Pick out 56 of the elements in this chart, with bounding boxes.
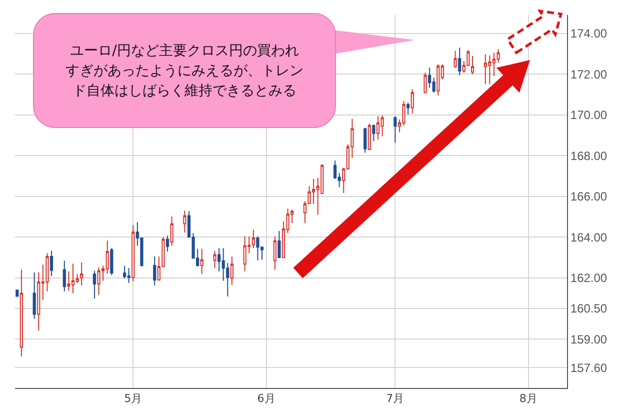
y-tick-label: 166.00	[570, 190, 608, 204]
candlestick	[256, 236, 260, 261]
candlestick	[484, 54, 487, 85]
candlestick	[183, 210, 186, 233]
x-tick-label: 6月	[257, 392, 276, 406]
y-tick-label: 168.00	[570, 148, 608, 163]
candlestick	[243, 236, 246, 272]
candlestick	[153, 256, 156, 286]
candlestick	[127, 268, 130, 284]
candlestick	[273, 236, 276, 270]
candlestick	[71, 263, 75, 294]
candlestick	[372, 124, 376, 142]
candlestick	[368, 123, 371, 151]
candlestick	[364, 127, 367, 154]
candlestick	[92, 270, 96, 300]
candlestick	[406, 102, 410, 115]
candlestick	[97, 266, 100, 296]
y-tick-label: 157.60	[570, 360, 608, 375]
candlestick	[424, 72, 427, 94]
candlestick	[394, 116, 397, 144]
candlestick	[50, 250, 54, 276]
y-tick-label: 159.00	[570, 332, 608, 346]
candlestick	[454, 50, 457, 68]
candlestick	[62, 260, 66, 292]
candlestick	[80, 262, 84, 286]
y-tick-label: 172.00	[570, 67, 608, 82]
candlestick	[122, 265, 126, 280]
annotation: ユーロ/円など主要クロス円の買われすぎがあったようにみえるが、トレンド自体はしばらく維持できるとみる	[64, 42, 304, 100]
candlestick	[380, 114, 384, 137]
candlestick	[110, 248, 114, 276]
candlestick	[32, 272, 36, 320]
candlestick	[230, 256, 234, 286]
candlestick	[213, 250, 216, 269]
candlestick	[458, 47, 462, 76]
x-tick-label: 7月	[386, 392, 404, 406]
candlestick	[20, 269, 23, 357]
candlestick	[410, 88, 414, 114]
candlestick	[488, 54, 492, 85]
candlestick	[428, 67, 432, 88]
candlestick	[132, 224, 135, 282]
y-tick-label: 162.00	[570, 271, 608, 286]
candlestick	[278, 230, 281, 259]
candlestick	[436, 64, 440, 96]
candlestick	[166, 235, 170, 252]
candlestick	[170, 216, 174, 246]
y-tick-label: 160.50	[570, 302, 608, 316]
candlestick	[16, 290, 19, 297]
candlestick	[470, 55, 474, 75]
x-tick-label: 5月	[124, 392, 142, 406]
candlestick	[200, 248, 204, 274]
y-tick-label: 164.00	[570, 230, 608, 244]
x-tick-label: 8月	[519, 392, 538, 406]
candlestick	[252, 229, 255, 249]
y-tick-label: 170.00	[570, 108, 608, 122]
y-tick-label: 174.00	[570, 26, 608, 41]
candlestick	[376, 116, 380, 140]
